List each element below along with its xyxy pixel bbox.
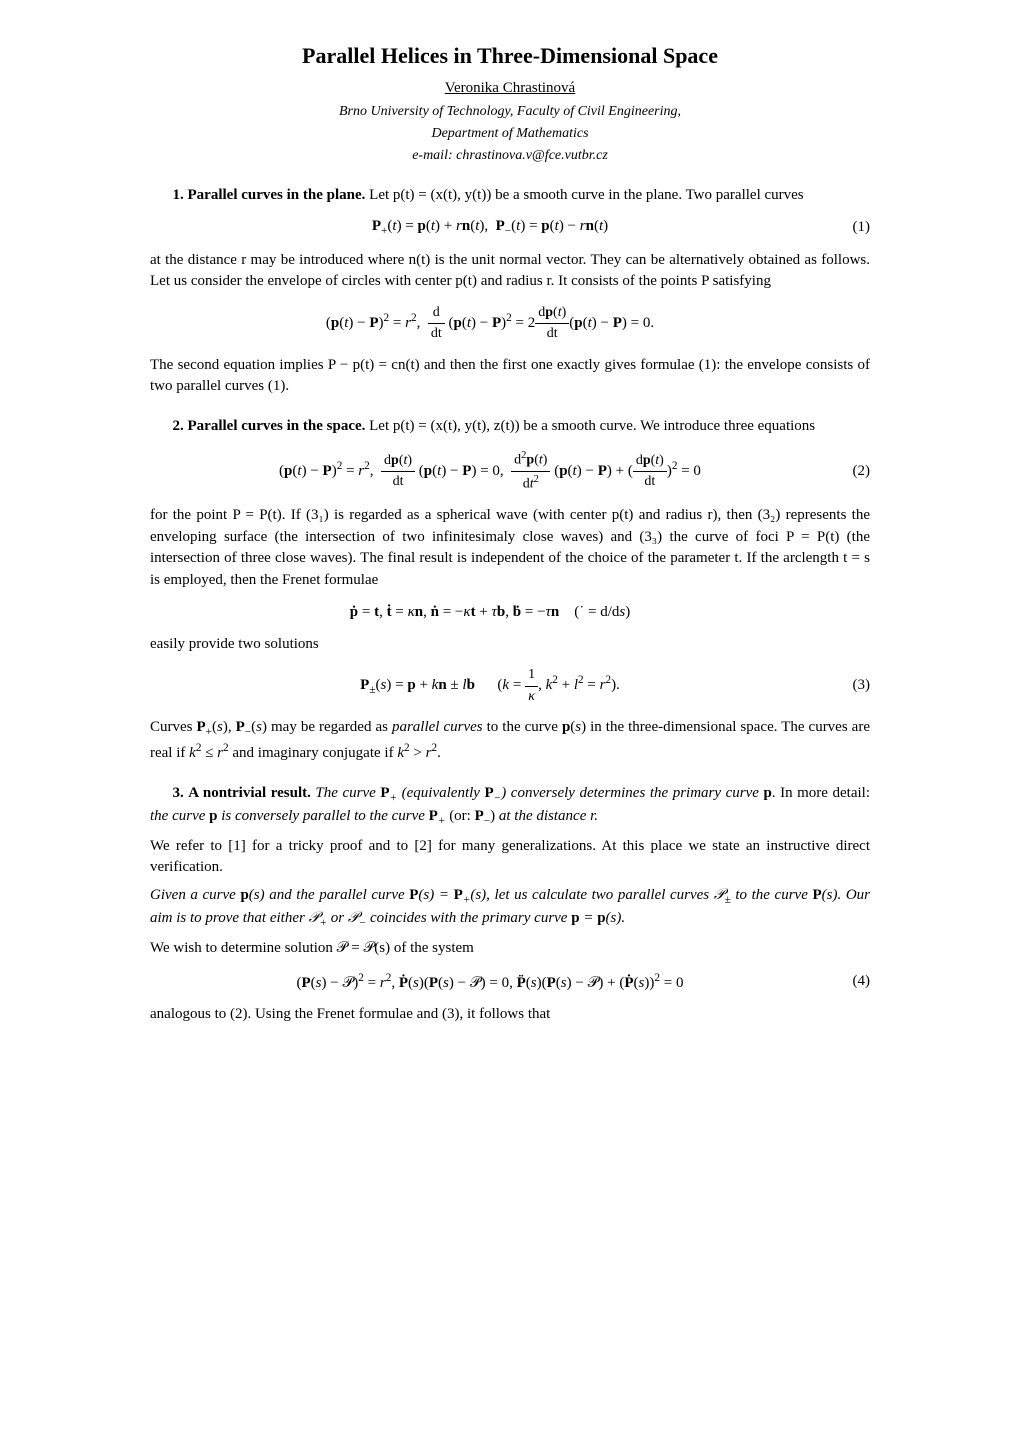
frac-dt-2: dt bbox=[381, 472, 415, 492]
affiliation-line-3: e-mail: chrastinova.v@fce.vutbr.cz bbox=[150, 146, 870, 166]
section-3-number: 3. bbox=[173, 785, 184, 801]
section-3-heading: 3. A nontrivial result. The curve P+ (eq… bbox=[150, 783, 870, 830]
equation-2: (p(t) − P)2 = r2, dp(t)dt (p(t) − P) = 0… bbox=[150, 448, 870, 495]
section-2-intro: Let p(t) = (x(t), y(t), z(t)) be a smoot… bbox=[369, 418, 815, 434]
section-2-para-b: easily provide two solutions bbox=[150, 634, 870, 656]
equation-1b: (p(t) − P)2 = r2, ddt (p(t) − P)2 = 2dp(… bbox=[150, 303, 870, 345]
equation-3: P±(s) = p + kn ± lb (k = 1κ, k2 + l2 = r… bbox=[150, 665, 870, 707]
equation-3-number: (3) bbox=[830, 675, 870, 697]
author-name: Veronika Chrastinová bbox=[150, 78, 870, 100]
frac-d2pt: d2p(t) bbox=[511, 448, 550, 472]
frac-dt: dt bbox=[428, 324, 445, 344]
equation-1b-body: (p(t) − P)2 = r2, ddt (p(t) − P)2 = 2dp(… bbox=[150, 303, 830, 345]
affiliation-line-1: Brno University of Technology, Faculty o… bbox=[150, 102, 870, 122]
frac-dt2-2: dt2 bbox=[511, 472, 550, 495]
section-1-intro: Let p(t) = (x(t), y(t)) be a smooth curv… bbox=[369, 187, 803, 203]
equation-1-body: P+(t) = p(t) + rn(t), P−(t) = p(t) − rn(… bbox=[150, 216, 830, 239]
section-3-line1c: the curve p is conversely parallel to th… bbox=[150, 808, 445, 824]
affiliation-line-2: Department of Mathematics bbox=[150, 124, 870, 144]
frac-dpt-3: dp(t) bbox=[633, 451, 667, 472]
page-title: Parallel Helices in Three-Dimensional Sp… bbox=[150, 40, 870, 72]
section-3-para-5: analogous to (2). Using the Frenet formu… bbox=[150, 1004, 870, 1026]
frenet-formulae: ṗ = t, ṫ = κn, ṅ = −κt + τb, ḃ = −τn (˙ … bbox=[150, 602, 870, 624]
section-3-para-4: We wish to determine solution 𝒫 = 𝒫(s) o… bbox=[150, 938, 870, 960]
section-1-para-b: The second equation implies P − p(t) = c… bbox=[150, 355, 870, 399]
section-1-title: Parallel curves in the plane. bbox=[188, 187, 366, 203]
frac-1: 1 bbox=[525, 665, 538, 686]
equation-1: P+(t) = p(t) + rn(t), P−(t) = p(t) − rn(… bbox=[150, 216, 870, 239]
frac-dt-3: dt bbox=[633, 472, 667, 492]
section-3-line1e: at the distance r. bbox=[499, 808, 598, 824]
equation-3-body: P±(s) = p + kn ± lb (k = 1κ, k2 + l2 = r… bbox=[150, 665, 830, 707]
equation-4-body: (P(s) − 𝒫)2 = r2, Ṗ(s)(P(s) − 𝒫) = 0, P̈… bbox=[150, 970, 830, 995]
section-2-title: Parallel curves in the space. bbox=[188, 418, 366, 434]
section-1-para-a: at the distance r may be introduced wher… bbox=[150, 250, 870, 294]
equation-4-number: (4) bbox=[830, 971, 870, 993]
section-3-para-3: Given a curve p(s) and the parallel curv… bbox=[150, 885, 870, 932]
section-3-para-2: We refer to [1] for a tricky proof and t… bbox=[150, 836, 870, 880]
section-1-number: 1. bbox=[173, 187, 184, 203]
section-2-number: 2. bbox=[173, 418, 184, 434]
section-2-para-a: for the point P = P(t). If (3₁) is regar… bbox=[150, 505, 870, 592]
frenet-body: ṗ = t, ṫ = κn, ṅ = −κt + τb, ḃ = −τn (˙ … bbox=[150, 602, 830, 624]
equation-2-body: (p(t) − P)2 = r2, dp(t)dt (p(t) − P) = 0… bbox=[150, 448, 830, 495]
frac-kappa: κ bbox=[525, 687, 538, 707]
section-1-heading: 1. Parallel curves in the plane. Let p(t… bbox=[150, 185, 870, 207]
frac-d: d bbox=[428, 303, 445, 324]
frac-dt2: dt bbox=[535, 324, 569, 344]
section-2-para-c: Curves P+(s), P−(s) may be regarded as p… bbox=[150, 717, 870, 765]
equation-2-number: (2) bbox=[830, 461, 870, 483]
section-3-title: A nontrivial result. bbox=[188, 785, 311, 801]
frac-dpt-2: dp(t) bbox=[381, 451, 415, 472]
frac-dpt: dp(t) bbox=[535, 303, 569, 324]
section-3-line1a: The curve P+ (equivalently P−) conversel… bbox=[315, 785, 771, 801]
section-3-line1d: (or: P−) bbox=[449, 808, 499, 824]
section-3-line1b: In more detail: bbox=[780, 785, 870, 801]
section-2-heading: 2. Parallel curves in the space. Let p(t… bbox=[150, 416, 870, 438]
equation-1-number: (1) bbox=[830, 217, 870, 239]
equation-4: (P(s) − 𝒫)2 = r2, Ṗ(s)(P(s) − 𝒫) = 0, P̈… bbox=[150, 970, 870, 995]
